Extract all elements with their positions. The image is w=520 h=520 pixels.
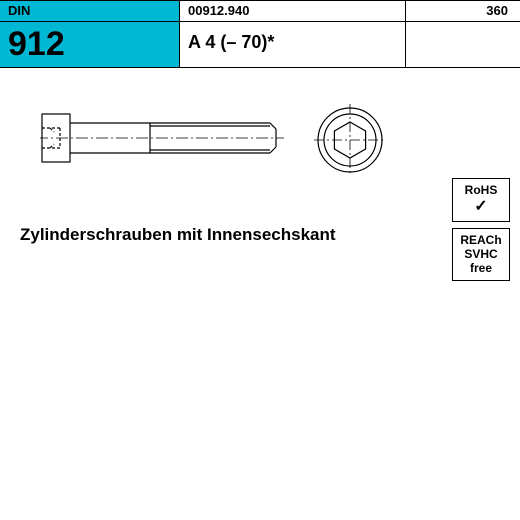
product-description: Zylinderschrauben mit Innensechskant: [20, 225, 336, 245]
product-code-cell: 00912.940: [180, 0, 406, 22]
screw-end-view: [310, 100, 390, 180]
check-icon: ✓: [455, 197, 507, 216]
reach-line3: free: [455, 261, 507, 275]
reach-line2: SVHC: [455, 247, 507, 261]
header-row: DIN 00912.940 360: [0, 0, 520, 22]
subheader-row: 912 A 4 (– 70)*: [0, 22, 520, 68]
right-number-cell: 360: [406, 0, 520, 22]
screw-side-view: [40, 108, 290, 178]
compliance-badges: RoHS ✓ REACh SVHC free: [452, 178, 510, 287]
material-cell: A 4 (– 70)*: [180, 22, 406, 68]
din-number-cell: 912: [0, 22, 180, 68]
reach-line1: REACh: [455, 233, 507, 247]
reach-badge: REACh SVHC free: [452, 228, 510, 281]
rohs-label: RoHS: [455, 183, 507, 197]
din-label-cell: DIN: [0, 0, 180, 22]
diagram-area: RoHS ✓ REACh SVHC free: [0, 68, 520, 248]
subheader-right-cell: [406, 22, 520, 68]
rohs-badge: RoHS ✓: [452, 178, 510, 222]
